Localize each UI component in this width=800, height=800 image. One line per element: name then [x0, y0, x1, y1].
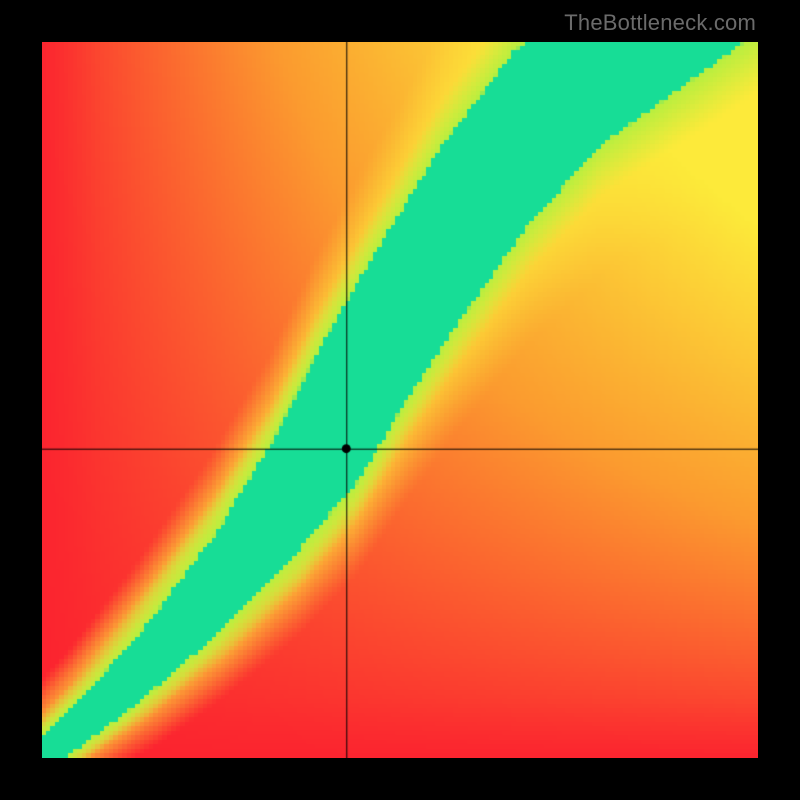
chart-container: TheBottleneck.com	[0, 0, 800, 800]
plot-area	[42, 42, 758, 758]
watermark-text: TheBottleneck.com	[564, 10, 756, 36]
crosshair-overlay	[42, 42, 758, 758]
